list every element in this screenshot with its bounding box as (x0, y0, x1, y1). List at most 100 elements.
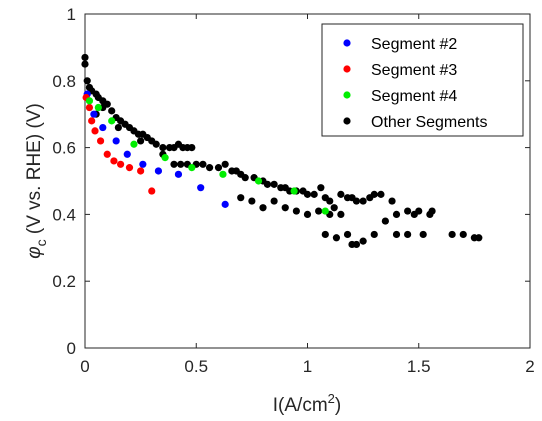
point-other-segments (370, 190, 378, 198)
legend-label: Segment #3 (371, 62, 457, 79)
y-axis-label: φc (V vs. RHE) (V) (24, 103, 49, 259)
point-other-segments (159, 144, 167, 152)
point-other-segments (199, 160, 207, 168)
point-other-segments (170, 160, 178, 168)
point-segment-3 (125, 164, 134, 172)
x-tick-label: 0.5 (184, 357, 208, 376)
legend: Segment #2 Segment #3 Segment #4 Other Segm… (321, 23, 524, 137)
point-other-segments (317, 184, 325, 192)
legend-label: Other Segments (371, 114, 488, 131)
point-segment-3 (137, 167, 145, 175)
point-segment-4 (161, 154, 169, 162)
point-other-segments (428, 207, 436, 215)
point-other-segments (415, 207, 423, 215)
point-other-segments (221, 160, 229, 168)
legend-marker (343, 39, 351, 47)
point-segment-4 (130, 140, 138, 148)
x-axis-label: I(A/cm2) (273, 391, 341, 416)
point-other-segments (448, 230, 456, 239)
point-segment-2 (90, 110, 98, 118)
point-other-segments (352, 197, 361, 205)
point-other-segments (114, 123, 122, 132)
point-segment-2 (197, 184, 205, 192)
point-segment-4 (188, 164, 196, 172)
point-segment-3 (103, 150, 111, 158)
point-other-segments (419, 230, 427, 239)
point-segment-3 (85, 103, 94, 112)
point-segment-3 (117, 160, 125, 168)
point-other-segments (475, 234, 483, 242)
y-tick-label: 0 (67, 339, 76, 358)
point-other-segments (381, 217, 389, 225)
point-segment-3 (91, 127, 99, 135)
point-other-segments (352, 240, 361, 249)
point-other-segments (270, 180, 278, 188)
point-other-segments (177, 160, 185, 168)
point-other-segments (315, 207, 323, 215)
point-other-segments (237, 194, 245, 202)
point-other-segments (392, 230, 401, 239)
point-other-segments (332, 234, 341, 242)
point-segment-2 (123, 150, 131, 158)
x-axis-ticks: 0 0.5 1 1.5 2 (80, 14, 535, 376)
point-segment-2 (112, 137, 120, 145)
point-other-segments (404, 207, 412, 215)
point-other-segments (337, 190, 345, 198)
point-other-segments (152, 140, 160, 148)
point-segment-3 (88, 117, 96, 125)
point-other-segments (241, 174, 249, 182)
point-other-segments (248, 197, 256, 205)
legend-marker (343, 91, 351, 99)
point-segment-4 (290, 187, 298, 195)
data-points (81, 53, 483, 249)
point-segment-2 (221, 200, 229, 208)
point-segment-3 (96, 137, 105, 145)
point-segment-2 (99, 123, 107, 132)
point-segment-2 (154, 167, 163, 175)
point-other-segments (359, 197, 367, 205)
point-other-segments (343, 230, 352, 239)
x-tick-label: 2 (525, 357, 534, 376)
point-other-segments (330, 204, 338, 212)
y-tick-label: 0.4 (52, 205, 76, 224)
point-other-segments (83, 77, 91, 85)
point-other-segments (459, 230, 467, 239)
point-other-segments (337, 210, 345, 218)
legend-marker (343, 117, 351, 125)
point-other-segments (392, 210, 401, 218)
x-tick-label: 0 (80, 357, 89, 376)
point-other-segments (377, 190, 385, 198)
x-tick-label: 1.5 (407, 357, 431, 376)
point-segment-2 (139, 160, 147, 168)
point-other-segments (137, 137, 145, 145)
point-segment-4 (108, 117, 116, 125)
point-other-segments (303, 190, 312, 198)
legend-items: Segment #2 Segment #3 Segment #4 Other Segm… (343, 36, 488, 131)
legend-box (321, 23, 524, 137)
point-other-segments (321, 230, 329, 239)
x-tick-label: 1 (303, 357, 312, 376)
point-other-segments (303, 210, 312, 218)
point-other-segments (359, 237, 367, 245)
point-other-segments (281, 204, 289, 212)
y-tick-label: 1 (67, 5, 76, 24)
point-other-segments (81, 53, 89, 62)
point-segment-4 (321, 207, 329, 215)
point-other-segments (259, 204, 267, 212)
point-other-segments (270, 197, 278, 205)
point-segment-2 (174, 170, 183, 178)
point-segment-4 (219, 170, 227, 178)
point-other-segments (388, 197, 396, 205)
point-segment-3 (148, 187, 156, 195)
point-other-segments (81, 60, 89, 68)
point-segment-3 (110, 157, 118, 165)
point-other-segments (310, 190, 318, 198)
y-tick-label: 0.8 (52, 72, 76, 91)
point-other-segments (370, 230, 378, 239)
y-tick-label: 0.6 (52, 139, 76, 158)
y-tick-label: 0.2 (52, 272, 76, 291)
point-other-segments (404, 230, 412, 239)
point-other-segments (292, 207, 300, 215)
point-other-segments (326, 197, 334, 205)
